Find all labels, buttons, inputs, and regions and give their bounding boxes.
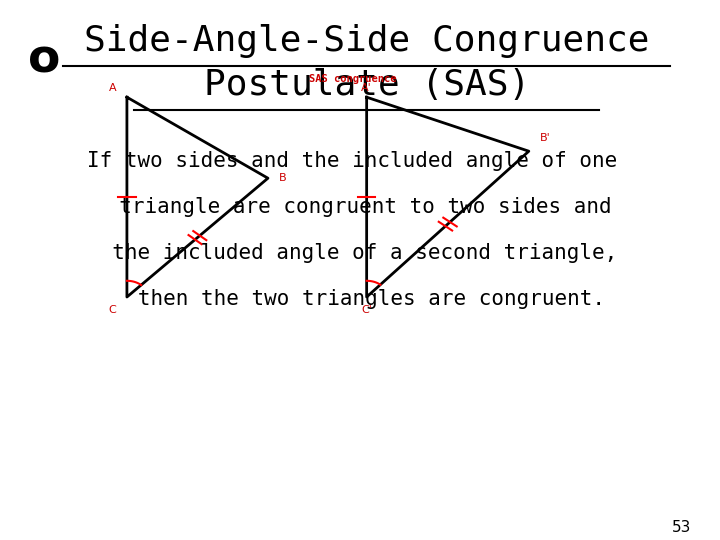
- Text: C: C: [109, 305, 117, 315]
- Text: Postulate (SAS): Postulate (SAS): [204, 68, 530, 102]
- Text: o: o: [28, 38, 60, 83]
- Text: triangle are congruent to two sides and: triangle are congruent to two sides and: [94, 197, 611, 217]
- Text: Side-Angle-Side Congruence: Side-Angle-Side Congruence: [84, 24, 649, 58]
- Text: B: B: [279, 173, 286, 183]
- Text: C': C': [361, 305, 372, 315]
- Text: SAS congruence: SAS congruence: [309, 73, 396, 84]
- Text: If two sides and the included angle of one: If two sides and the included angle of o…: [87, 151, 618, 171]
- Text: B': B': [539, 133, 550, 143]
- Text: then the two triangles are congruent.: then the two triangles are congruent.: [100, 289, 605, 309]
- Text: A: A: [109, 83, 117, 93]
- Text: A': A': [361, 83, 372, 93]
- Text: 53: 53: [672, 519, 691, 535]
- Text: the included angle of a second triangle,: the included angle of a second triangle,: [87, 243, 618, 263]
